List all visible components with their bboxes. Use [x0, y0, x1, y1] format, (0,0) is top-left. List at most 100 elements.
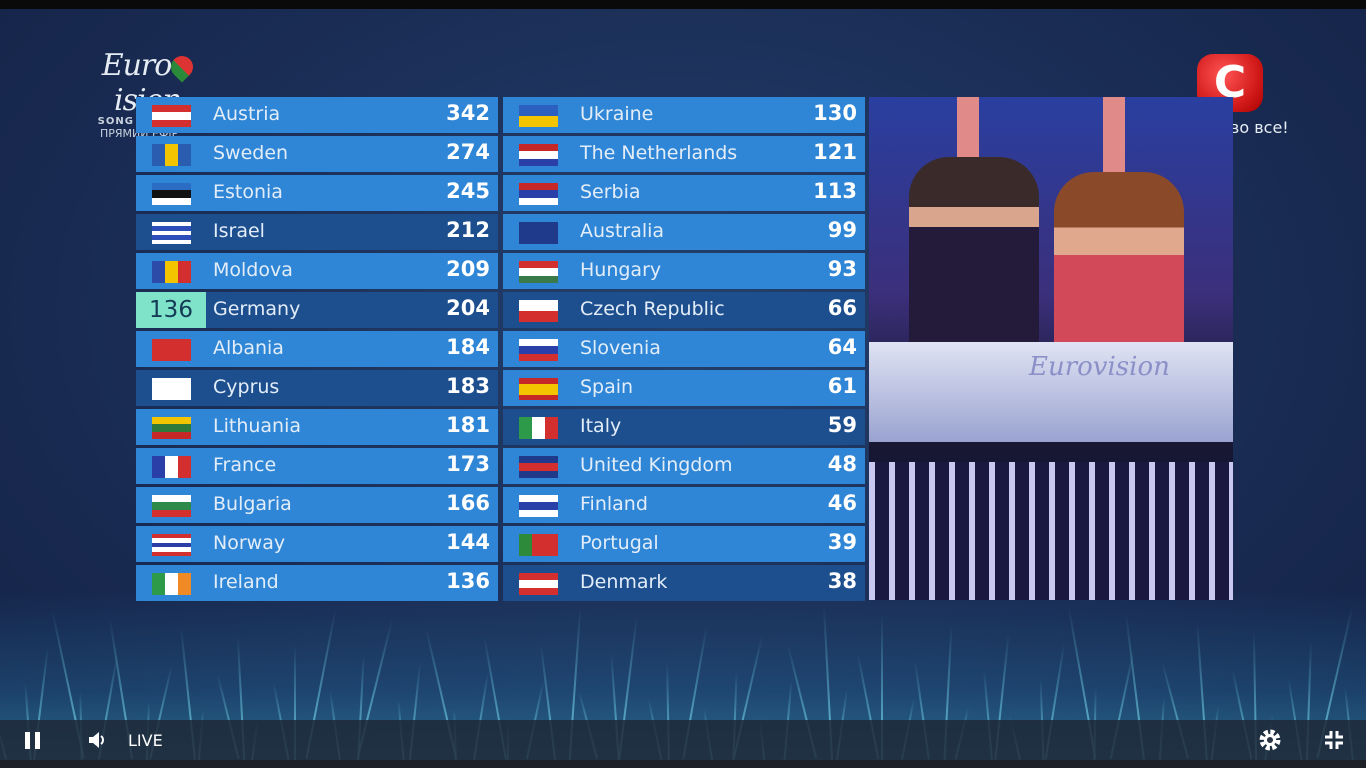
country-points: 48 [827, 452, 857, 476]
bottom-bar [0, 760, 1366, 768]
country-name: Italy [580, 415, 622, 437]
scoreboard-row: Italy 59 [503, 409, 865, 445]
country-points: 64 [827, 335, 857, 359]
country-points: 59 [827, 413, 857, 437]
scoreboard-row: Estonia 245 [136, 175, 498, 211]
flag-icon [152, 222, 191, 244]
country-name: Bulgaria [213, 493, 292, 515]
scoreboard-right-column: Ukraine 130 The Netherlands 121 Serbia 113 Aus… [503, 97, 865, 604]
scoreboard-row: Australia 99 [503, 214, 865, 250]
scoreboard-row: Cyprus 183 [136, 370, 498, 406]
presenter-right [1054, 172, 1184, 357]
scoreboard-row: Hungary 93 [503, 253, 865, 289]
country-name: The Netherlands [580, 142, 738, 164]
stage-pillar [1103, 97, 1125, 187]
settings-button[interactable] [1254, 720, 1286, 760]
country-points: 274 [446, 140, 490, 164]
scoreboard-row: Austria 342 [136, 97, 498, 133]
volume-button[interactable] [80, 720, 114, 760]
flag-icon [519, 495, 558, 517]
scoreboard-row: Denmark 38 [503, 565, 865, 601]
flag-icon [519, 300, 558, 322]
country-name: Germany [213, 298, 301, 320]
country-points: 166 [446, 491, 490, 515]
flag-icon [152, 378, 191, 400]
scoreboard-row: Norway 144 [136, 526, 498, 562]
flag-icon [519, 417, 558, 439]
presenters-video-inset: Eurovision [869, 97, 1233, 600]
country-points: 212 [446, 218, 490, 242]
flag-icon [519, 339, 558, 361]
flag-icon [152, 534, 191, 556]
gear-icon [1259, 729, 1281, 751]
flag-icon [152, 183, 191, 205]
country-points: 136 [446, 569, 490, 593]
scoreboard-row: Israel 212 [136, 214, 498, 250]
scoreboard-row: Czech Republic 66 [503, 292, 865, 328]
country-points: 181 [446, 413, 490, 437]
flag-icon [152, 456, 191, 478]
flag-icon [152, 261, 191, 283]
country-points: 209 [446, 257, 490, 281]
country-name: Slovenia [580, 337, 661, 359]
flag-icon [152, 417, 191, 439]
flag-icon [519, 573, 558, 595]
player-controls: LIVE [0, 720, 1366, 760]
scoreboard-row: Lithuania 181 [136, 409, 498, 445]
country-points: 342 [446, 101, 490, 125]
desk-eurovision-logo: Eurovision [1029, 352, 1170, 382]
exit-fullscreen-button[interactable] [1318, 720, 1350, 760]
volume-icon [89, 732, 104, 748]
country-name: Czech Republic [580, 298, 725, 320]
pause-icon [24, 731, 40, 749]
country-name: Australia [580, 220, 665, 242]
light-strand [880, 615, 883, 760]
country-name: Serbia [580, 181, 641, 203]
scoreboard-row: Spain 61 [503, 370, 865, 406]
flag-icon [519, 222, 558, 244]
country-name: United Kingdom [580, 454, 733, 476]
pause-button[interactable] [14, 720, 50, 760]
country-points: 39 [827, 530, 857, 554]
flag-icon [152, 495, 191, 517]
country-points: 66 [827, 296, 857, 320]
flag-icon [152, 573, 191, 595]
light-strand [293, 645, 296, 760]
country-name: Norway [213, 532, 286, 554]
country-points: 61 [827, 374, 857, 398]
country-points: 121 [813, 140, 857, 164]
country-name: Cyprus [213, 376, 280, 398]
scoreboard-row: The Netherlands 121 [503, 136, 865, 172]
scoreboard-row: Serbia 113 [503, 175, 865, 211]
country-name: Lithuania [213, 415, 302, 437]
country-points: 93 [827, 257, 857, 281]
flag-icon [519, 534, 558, 556]
country-points: 184 [446, 335, 490, 359]
scoreboard-row: Albania 184 [136, 331, 498, 367]
scoreboard-row: Bulgaria 166 [136, 487, 498, 523]
live-indicator[interactable]: LIVE [128, 730, 163, 750]
country-name: Estonia [213, 181, 283, 203]
flag-icon [519, 456, 558, 478]
country-points: 113 [813, 179, 857, 203]
scoreboard-row: Ireland 136 [136, 565, 498, 601]
country-name: Portugal [580, 532, 659, 554]
scoreboard-row: Slovenia 64 [503, 331, 865, 367]
country-name: Spain [580, 376, 634, 398]
country-points: 204 [446, 296, 490, 320]
heart-icon [166, 51, 198, 83]
country-name: Ukraine [580, 103, 654, 125]
country-points: 173 [446, 452, 490, 476]
country-name: Finland [580, 493, 648, 515]
scoreboard-row: United Kingdom 48 [503, 448, 865, 484]
country-name: Austria [213, 103, 281, 125]
country-points: 144 [446, 530, 490, 554]
scoreboard-row: Finland 46 [503, 487, 865, 523]
country-name: France [213, 454, 277, 476]
points-awarded-badge: 136 [136, 292, 206, 328]
scoreboard-row: Ukraine 130 [503, 97, 865, 133]
presenter-left [909, 157, 1039, 357]
country-name: Denmark [580, 571, 668, 593]
flag-icon [519, 183, 558, 205]
flag-icon [152, 144, 191, 166]
